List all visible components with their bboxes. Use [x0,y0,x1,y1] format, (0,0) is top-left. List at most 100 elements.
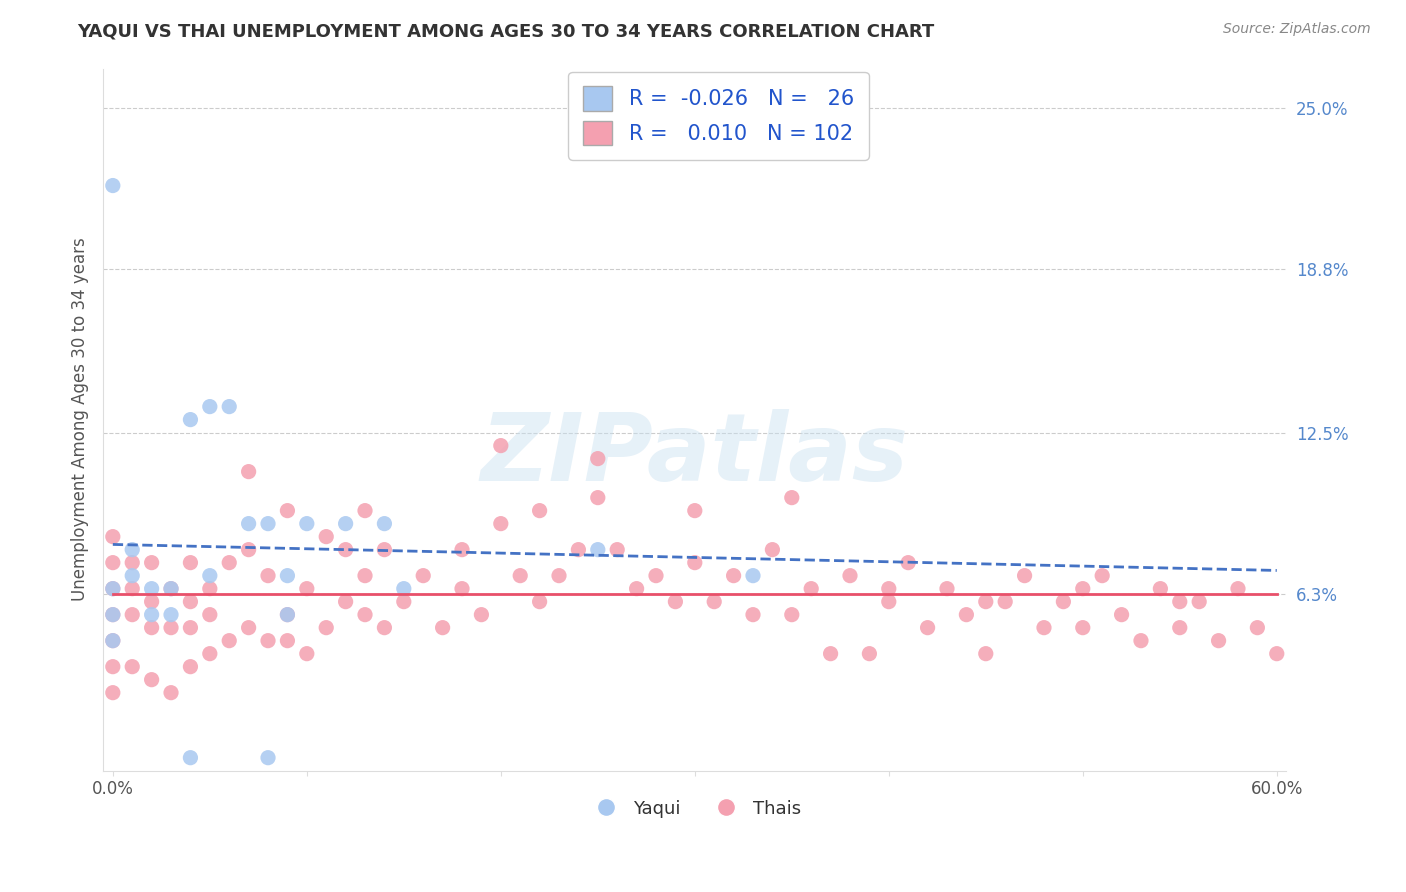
Point [877,594,900,608]
Point [101,582,124,596]
Point [1052,594,1074,608]
Point [238,465,260,479]
Point [179,556,201,570]
Point [198,400,221,414]
Point [373,516,395,531]
Legend: Yaqui, Thais: Yaqui, Thais [581,792,808,825]
Point [121,607,143,622]
Point [1226,582,1249,596]
Point [936,582,959,596]
Point [354,568,377,582]
Point [606,542,628,557]
Point [198,647,221,661]
Point [141,594,163,608]
Point [897,556,920,570]
Point [820,647,842,661]
Point [451,542,474,557]
Point [257,568,280,582]
Text: Source: ZipAtlas.com: Source: ZipAtlas.com [1223,22,1371,37]
Point [141,556,163,570]
Point [858,647,880,661]
Point [1111,607,1133,622]
Point [101,607,124,622]
Point [218,556,240,570]
Point [1168,594,1191,608]
Point [101,659,124,673]
Point [218,400,240,414]
Point [742,607,765,622]
Point [238,516,260,531]
Point [780,607,803,622]
Point [432,621,454,635]
Point [179,659,201,673]
Point [295,582,318,596]
Point [994,594,1017,608]
Point [742,568,765,582]
Point [179,412,201,426]
Point [451,582,474,596]
Point [1188,594,1211,608]
Point [586,491,609,505]
Point [373,621,395,635]
Point [586,542,609,557]
Point [373,542,395,557]
Point [470,607,492,622]
Point [723,568,745,582]
Text: ZIPatlas: ZIPatlas [481,409,908,500]
Point [529,503,551,517]
Point [586,451,609,466]
Point [1265,647,1288,661]
Point [1149,582,1171,596]
Point [101,607,124,622]
Point [664,594,686,608]
Point [315,621,337,635]
Point [198,568,221,582]
Point [257,516,280,531]
Point [1071,621,1094,635]
Point [101,556,124,570]
Point [392,594,415,608]
Y-axis label: Unemployment Among Ages 30 to 34 years: Unemployment Among Ages 30 to 34 years [72,238,89,601]
Point [141,582,163,596]
Point [761,542,783,557]
Point [955,607,977,622]
Point [121,556,143,570]
Point [101,530,124,544]
Point [1130,633,1153,648]
Point [101,633,124,648]
Point [1033,621,1056,635]
Point [489,516,512,531]
Point [198,582,221,596]
Point [160,582,183,596]
Point [683,556,706,570]
Point [780,491,803,505]
Point [335,594,357,608]
Point [800,582,823,596]
Point [392,582,415,596]
Point [101,633,124,648]
Point [548,568,571,582]
Point [121,659,143,673]
Point [276,568,298,582]
Point [335,516,357,531]
Point [703,594,725,608]
Point [489,439,512,453]
Point [354,607,377,622]
Point [1168,621,1191,635]
Point [335,542,357,557]
Point [121,568,143,582]
Point [683,503,706,517]
Point [101,686,124,700]
Point [257,750,280,764]
Point [1091,568,1114,582]
Point [1246,621,1268,635]
Point [276,503,298,517]
Point [238,542,260,557]
Point [218,633,240,648]
Point [877,582,900,596]
Point [179,594,201,608]
Point [315,530,337,544]
Point [141,673,163,687]
Point [141,621,163,635]
Point [101,178,124,193]
